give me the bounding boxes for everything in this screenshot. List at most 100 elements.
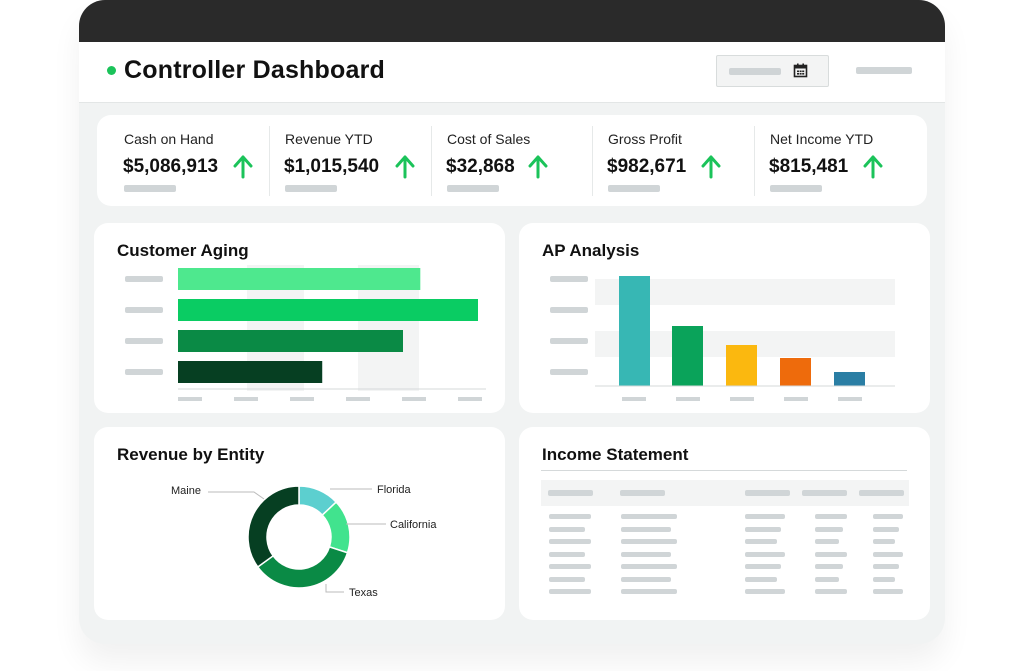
ap-bar[interactable]	[726, 345, 757, 386]
ap-bar[interactable]	[619, 276, 650, 386]
kpi-divider	[431, 126, 432, 196]
cell-placeholder	[873, 526, 899, 532]
revenue-by-entity-card[interactable]: Revenue by Entity Florida California Tex…	[94, 427, 505, 620]
aging-bar[interactable]	[178, 330, 403, 352]
arrow-up-icon	[528, 155, 548, 179]
kpi-cost-of-sales[interactable]: Cost of Sales $32,868	[420, 115, 582, 206]
ap-analysis-card[interactable]: AP Analysis	[519, 223, 930, 413]
cell-placeholder	[549, 526, 585, 532]
kpi-net-income-ytd[interactable]: Net Income YTD $815,481	[743, 115, 905, 206]
table-row	[519, 539, 930, 547]
kpi-label: Gross Profit	[608, 131, 682, 147]
ap-bar[interactable]	[834, 372, 865, 386]
legend-florida: Florida	[377, 484, 412, 496]
cell-placeholder	[549, 551, 585, 557]
aging-bar[interactable]	[178, 299, 478, 321]
cell-placeholder	[745, 564, 781, 569]
cell-placeholder	[621, 514, 677, 519]
kpi-sub-placeholder	[770, 185, 822, 192]
kpi-label: Net Income YTD	[770, 131, 874, 147]
cell-placeholder	[815, 576, 839, 582]
window-titlebar	[79, 0, 945, 42]
y-tick-placeholder	[125, 338, 163, 344]
dashboard-header: Controller Dashboard	[79, 42, 945, 103]
cell-placeholder	[873, 564, 899, 569]
cell-placeholder	[549, 514, 591, 519]
kpi-value: $1,015,540	[284, 156, 380, 177]
cell-placeholder	[621, 539, 677, 544]
kpi-sub-placeholder	[124, 185, 176, 192]
card-title: Revenue by Entity	[117, 445, 265, 464]
kpi-revenue-ytd[interactable]: Revenue YTD $1,015,540	[258, 115, 420, 206]
status-dot	[107, 66, 116, 75]
cell-placeholder	[549, 564, 591, 569]
cell-placeholder	[549, 589, 591, 594]
y-tick-placeholder	[550, 276, 588, 282]
x-tick-placeholder	[676, 397, 700, 401]
aging-bar[interactable]	[178, 361, 323, 383]
kpi-cash-on-hand[interactable]: Cash on Hand $5,086,913	[97, 115, 259, 206]
y-tick-placeholder	[125, 276, 163, 282]
cell-placeholder	[621, 564, 677, 569]
arrow-up-icon	[863, 155, 883, 179]
cell-placeholder	[873, 589, 903, 594]
cell-placeholder	[745, 526, 781, 532]
kpi-value: $32,868	[446, 156, 515, 177]
y-tick-placeholder	[125, 307, 163, 313]
kpi-label: Cash on Hand	[124, 131, 214, 147]
date-picker[interactable]	[716, 55, 829, 87]
ap-bar[interactable]	[672, 326, 703, 386]
income-statement-card[interactable]: Income Statement	[519, 427, 930, 620]
kpi-value: $815,481	[769, 156, 849, 177]
calendar-icon	[793, 63, 808, 78]
table-row	[519, 551, 930, 560]
kpi-sub-placeholder	[285, 185, 337, 192]
date-placeholder	[729, 68, 781, 75]
kpi-divider	[754, 126, 755, 196]
kpi-divider	[269, 126, 270, 196]
legend-maine: Maine	[171, 485, 201, 497]
donut-slice[interactable]	[247, 485, 300, 569]
x-tick-placeholder	[402, 397, 426, 401]
arrow-up-icon	[701, 155, 721, 179]
kpi-value: $5,086,913	[123, 156, 219, 177]
x-tick-placeholder	[178, 397, 202, 401]
customer-aging-card[interactable]: Customer Aging	[94, 223, 505, 413]
cell-placeholder	[745, 551, 785, 557]
cell-placeholder	[549, 576, 585, 582]
card-title: Customer Aging	[117, 241, 249, 260]
cell-placeholder	[549, 539, 591, 544]
x-tick-placeholder	[622, 397, 646, 401]
x-tick-placeholder	[234, 397, 258, 401]
ap-bar[interactable]	[780, 358, 811, 386]
title-underline	[541, 470, 907, 471]
cell-placeholder	[873, 576, 895, 582]
kpi-sub-placeholder	[447, 185, 499, 192]
table-row	[519, 576, 930, 585]
legend-california: California	[390, 519, 437, 531]
kpi-value: $982,671	[607, 156, 687, 177]
revenue-donut-chart: Florida California Texas Maine	[171, 484, 437, 599]
header-menu-placeholder[interactable]	[856, 67, 912, 74]
y-tick-placeholder	[550, 338, 588, 344]
customer-aging-chart	[125, 265, 486, 401]
cell-placeholder	[621, 526, 671, 532]
x-tick-placeholder	[784, 397, 808, 401]
legend-texas: Texas	[349, 587, 378, 599]
table-row	[519, 589, 930, 597]
kpi-divider	[592, 126, 593, 196]
x-tick-placeholder	[838, 397, 862, 401]
cell-placeholder	[873, 539, 895, 544]
cell-placeholder	[873, 514, 903, 519]
aging-bar[interactable]	[178, 268, 421, 290]
arrow-up-icon	[233, 155, 253, 179]
card-title: AP Analysis	[542, 241, 640, 260]
kpi-gross-profit[interactable]: Gross Profit $982,671	[581, 115, 743, 206]
kpi-sub-placeholder	[608, 185, 660, 192]
y-tick-placeholder	[550, 307, 588, 313]
cell-placeholder	[815, 526, 843, 532]
kpi-strip: Cash on Hand $5,086,913 Revenue YTD $1,0…	[97, 115, 927, 206]
cell-placeholder	[815, 589, 847, 594]
x-tick-placeholder	[346, 397, 370, 401]
cell-placeholder	[745, 514, 785, 519]
